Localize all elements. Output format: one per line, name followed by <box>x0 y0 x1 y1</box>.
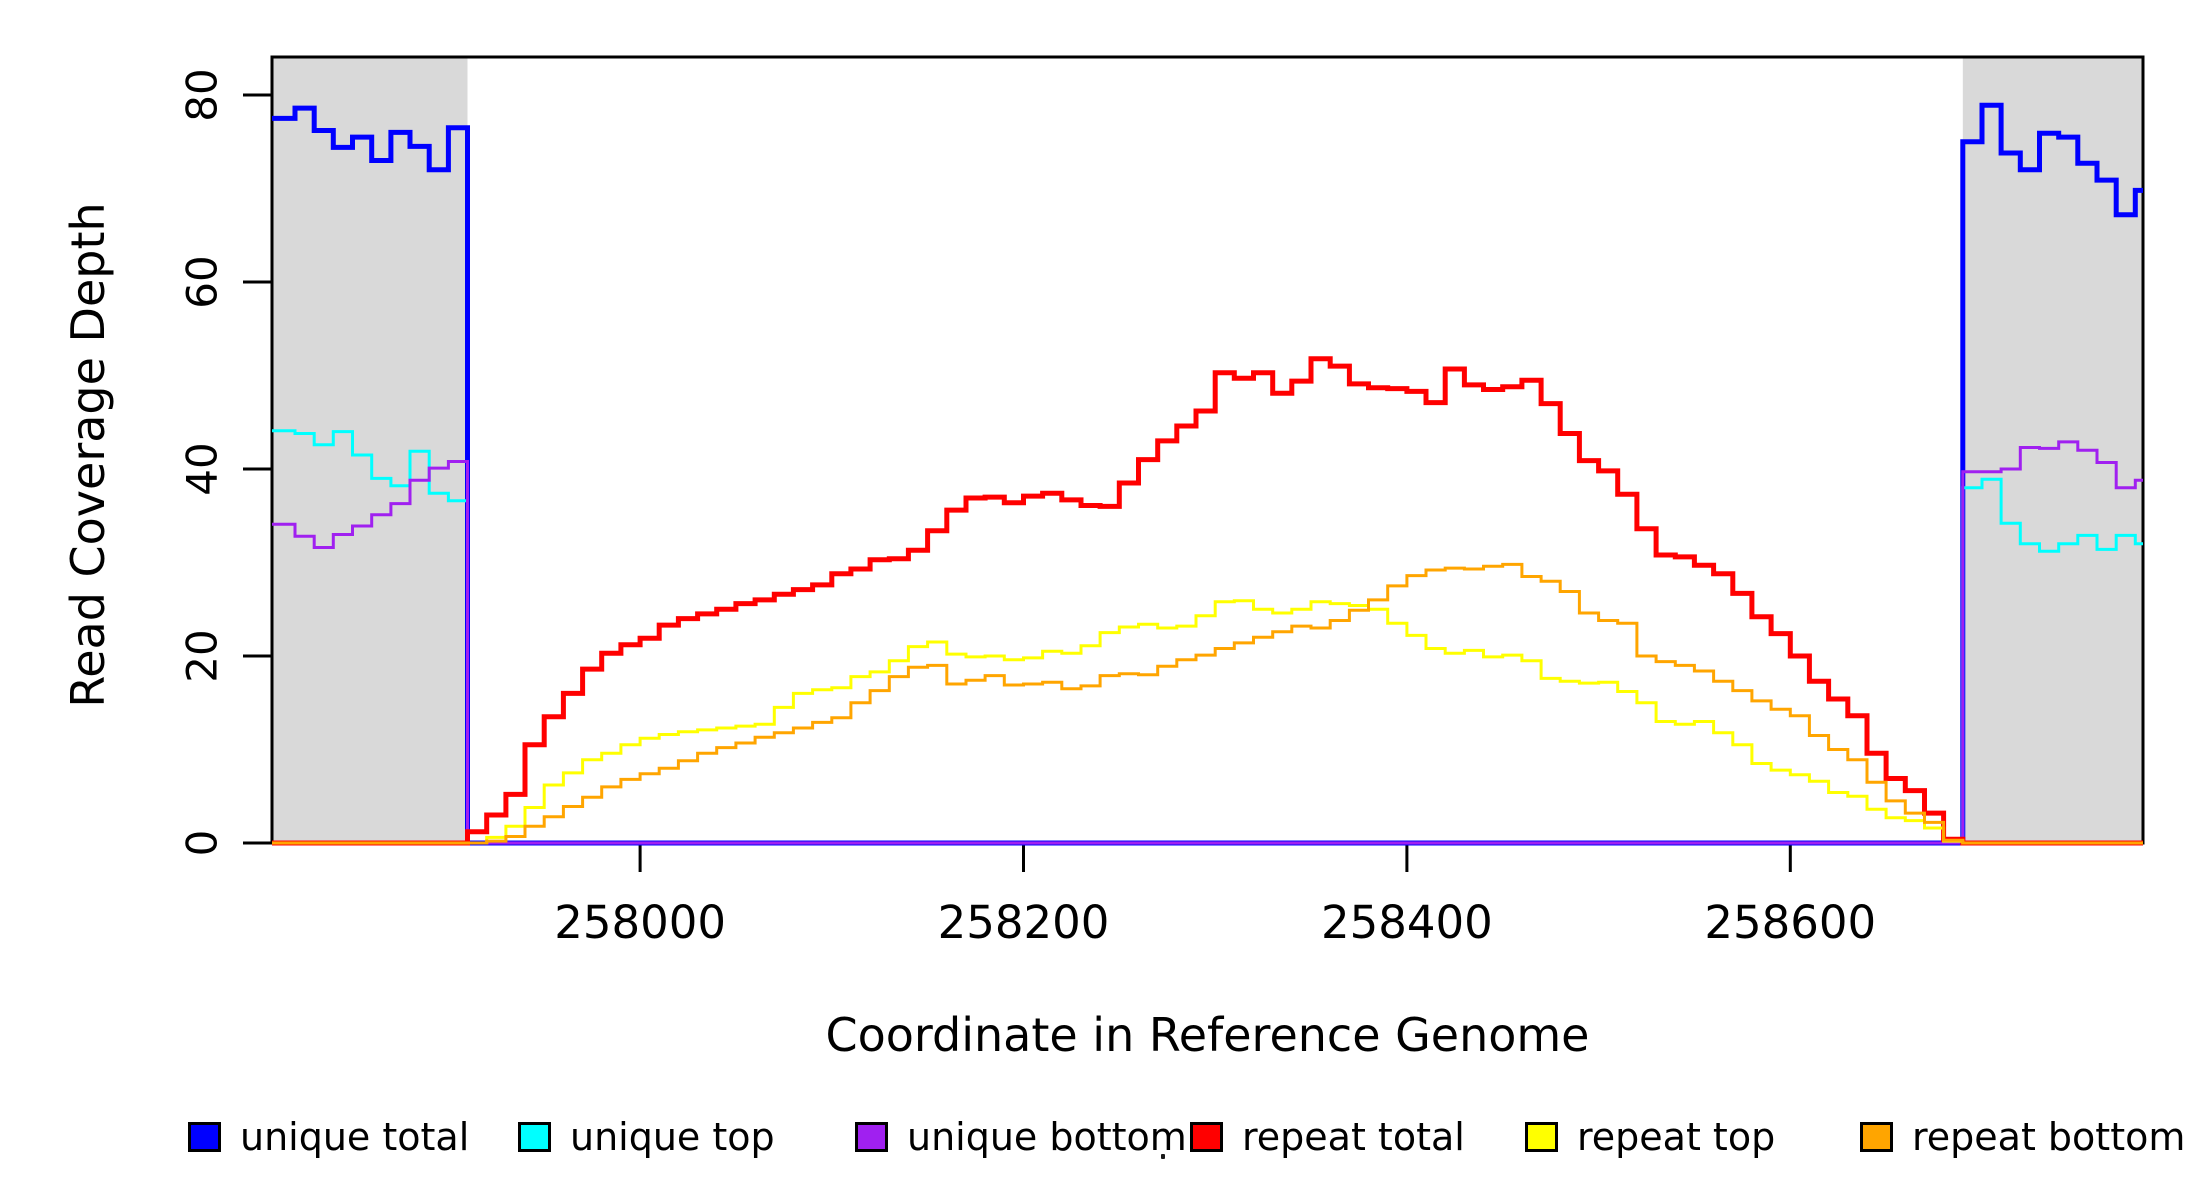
y-tick-label: 60 <box>178 255 227 308</box>
series-line-repeat-top <box>272 599 2143 845</box>
stray-mark <box>1161 1154 1165 1159</box>
legend-item-unique-bottom: unique bottom <box>855 1118 1187 1156</box>
series-line-repeat-bottom <box>272 562 2143 845</box>
legend-swatch-repeat-bottom <box>1860 1122 1893 1152</box>
y-tick-label: 20 <box>178 629 227 682</box>
series-line-repeat-total <box>272 356 2143 846</box>
x-tick-label: 258000 <box>554 896 726 949</box>
y-tick-label: 80 <box>178 68 227 121</box>
series-line-unique-bottom <box>272 440 2143 845</box>
legend-label-unique-total: unique total <box>240 1115 470 1159</box>
legend-item-repeat-total: repeat total <box>1190 1118 1465 1156</box>
y-axis-title: Read Coverage Depth <box>61 202 115 708</box>
legend-label-unique-bottom: unique bottom <box>907 1115 1187 1159</box>
shaded-region <box>1962 57 2143 843</box>
y-tick-label: 40 <box>178 442 227 495</box>
legend-swatch-unique-top <box>518 1122 551 1152</box>
x-tick-label: 258600 <box>1704 896 1876 949</box>
series-line-unique-total <box>272 102 2143 846</box>
legend-swatch-repeat-top <box>1525 1122 1558 1152</box>
y-tick-label: 0 <box>178 830 227 857</box>
legend-item-repeat-top: repeat top <box>1525 1118 1775 1156</box>
x-tick-label: 258400 <box>1321 896 1493 949</box>
legend-label-unique-top: unique top <box>570 1115 775 1159</box>
x-axis-title: Coordinate in Reference Genome <box>825 1008 1590 1062</box>
legend-swatch-repeat-total <box>1190 1122 1223 1152</box>
legend-item-unique-total: unique total <box>188 1118 469 1156</box>
legend-item-unique-top: unique top <box>518 1118 775 1156</box>
legend-label-repeat-top: repeat top <box>1577 1115 1776 1159</box>
legend-swatch-unique-total <box>188 1122 221 1152</box>
legend-label-repeat-bottom: repeat bottom <box>1912 1115 2186 1159</box>
shaded-region <box>272 57 468 843</box>
series-line-unique-top <box>272 429 2143 845</box>
legend-item-repeat-bottom: repeat bottom <box>1860 1118 2185 1156</box>
x-tick-label: 258200 <box>938 896 1110 949</box>
legend-label-repeat-total: repeat total <box>1242 1115 1465 1159</box>
plot-border <box>270 55 2145 845</box>
legend-swatch-unique-bottom <box>855 1122 888 1152</box>
